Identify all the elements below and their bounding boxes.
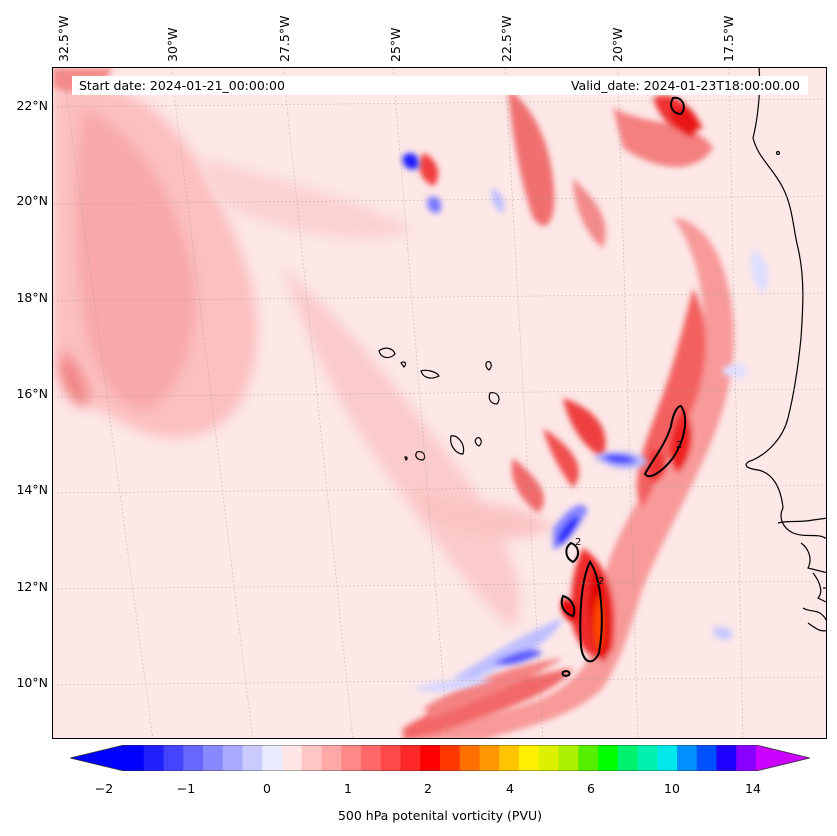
pv-2-contours [560,96,687,677]
colorbar-segment [380,745,401,771]
colorbar-segment [716,745,737,771]
pv-map: 2 2 2 [52,67,827,739]
colorbar-segment [637,745,658,771]
lat-label-20n: 20°N [16,193,48,208]
colorbar-segment [736,745,757,771]
colorbar-segment [538,745,559,771]
lon-label-22-5w: 22.5°W [499,15,514,62]
colorbar-segment [459,745,480,771]
colorbar-segment [499,745,520,771]
lat-label-16n: 16°N [16,386,48,401]
colorbar-title: 500 hPa potenital vorticity (PVU) [337,808,543,823]
start-date-text: Start date: 2024-01-21_00:00:00 [79,78,285,93]
southern-pv-band [403,658,573,738]
contour-label: 2 [676,440,682,451]
lon-label-27-5w: 27.5°W [277,15,292,62]
cb-tick-14: 14 [745,781,761,796]
colorbar-segment [222,745,243,771]
colorbar-segment [124,745,145,771]
contour-label-2: 2 [598,576,604,587]
colorbar-segment [617,745,638,771]
colorbar-segment [262,745,283,771]
lat-label-12n: 12°N [16,579,48,594]
colorbar-segment [578,745,599,771]
colorbar-segment [440,745,461,771]
colorbar-segment [341,745,362,771]
colorbar-segment [143,745,164,771]
valid-date-text: Valid_date: 2024-01-23T18:00:00.00 [570,78,800,93]
negative-pv-features [402,153,769,692]
lat-label-22n: 22°N [16,98,48,113]
african-coastline [745,68,826,632]
colorbar-segment [183,745,204,771]
colorbar-segment [163,745,184,771]
lon-label-25w: 25°W [388,27,403,62]
western-pv-region [53,82,258,438]
colorbar-segment [420,745,441,771]
colorbar-segment [361,745,382,771]
lat-label-10n: 10°N [16,675,48,690]
colorbar-segment [282,745,303,771]
lon-label-20w: 20°W [610,27,625,62]
central-pv-band [203,158,553,628]
cb-tick-4: 4 [506,781,514,796]
colorbar-under-arrow [70,745,124,771]
colorbar-over-arrow [756,745,810,771]
colorbar-segment [558,745,579,771]
cape-verde-islands [378,347,500,461]
colorbar [70,745,810,771]
cb-tick-0: 0 [263,781,271,796]
graticule [53,68,826,738]
colorbar-segment [598,745,619,771]
colorbar-segment [400,745,421,771]
colorbar-segment [203,745,224,771]
contour-label-3: 2 [575,537,581,548]
cb-tick-neg1: −1 [176,781,196,796]
cb-tick-6: 6 [587,781,595,796]
cb-tick-10: 10 [664,781,680,796]
colorbar-segment [696,745,717,771]
colorbar-segment [677,745,698,771]
pv-field-svg: 2 2 2 [53,68,826,738]
colorbar-segment [321,745,342,771]
lon-label-30w: 30°W [165,27,180,62]
lon-label-32-5w: 32.5°W [56,15,71,62]
cb-tick-neg2: −2 [94,781,114,796]
cb-tick-1: 1 [344,781,352,796]
colorbar-segment [242,745,263,771]
colorbar-segment [519,745,540,771]
lon-label-17-5w: 17.5°W [721,15,736,62]
colorbar-segment [479,745,500,771]
lat-label-18n: 18°N [16,290,48,305]
lat-label-14n: 14°N [16,482,48,497]
info-bar [72,76,808,95]
colorbar-segment [301,745,322,771]
colorbar-segment [657,745,678,771]
cb-tick-2: 2 [424,781,432,796]
